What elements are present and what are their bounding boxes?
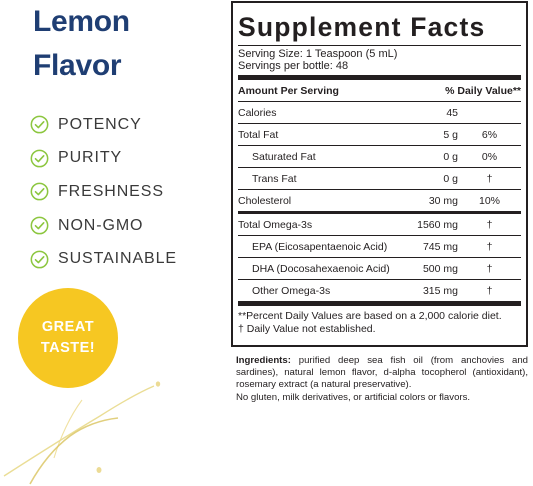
nutrient-daily-value: 10% — [478, 194, 500, 207]
check-circle-icon — [30, 250, 49, 269]
nutrient-amount: 315 mg — [422, 284, 458, 297]
badge-line2: TASTE! — [40, 340, 96, 356]
nutrient-amount: 30 mg — [428, 194, 458, 207]
nutrient-amount: 500 mg — [422, 262, 458, 275]
nutrient-row: EPA (Eicosapentaenoic Acid) 745 mg † — [238, 235, 521, 257]
feature-list: POTENCY PURITY FRESHNESS NON-GMO SUSTAIN… — [30, 108, 177, 276]
nutrient-amount: 1560 mg — [417, 218, 458, 231]
nutrient-daily-value: † — [486, 284, 493, 297]
nutrient-row: Other Omega-3s 315 mg † — [238, 279, 521, 301]
flavor-title: Lemon Flavor — [33, 0, 183, 88]
amount-per-serving-header: Amount Per Serving — [238, 84, 339, 97]
facts-footnotes: **Percent Daily Values are based on a 2,… — [238, 306, 521, 336]
divider — [238, 75, 521, 80]
allergen-statement: No gluten, milk derivatives, or artifici… — [236, 392, 471, 404]
ingredients-label: Ingredients: — [236, 355, 291, 366]
feature-label: POTENCY — [58, 115, 142, 133]
feature-label: SUSTAINABLE — [58, 250, 177, 268]
nutrient-row: Trans Fat 0 g † — [238, 167, 521, 189]
nutrient-daily-value: † — [486, 262, 493, 275]
check-circle-icon — [30, 149, 49, 168]
nutrient-name: Saturated Fat — [252, 150, 316, 163]
serving-info: Serving Size: 1 Teaspoon (5 mL) Servings… — [238, 46, 521, 75]
nutrient-name: DHA (Docosahexaenoic Acid) — [252, 262, 390, 275]
divider — [238, 45, 521, 46]
nutrient-row: Calories 45 — [238, 101, 521, 123]
facts-title: Supplement Facts — [238, 12, 486, 42]
nutrient-name: Total Omega-3s — [238, 218, 313, 231]
feature-item: POTENCY — [30, 108, 177, 142]
check-circle-icon — [30, 115, 49, 134]
feature-item: NON-GMO — [30, 209, 177, 243]
serving-size: Serving Size: 1 Teaspoon (5 mL) — [238, 48, 398, 60]
check-circle-icon — [30, 183, 49, 201]
badge-line1: GREAT — [41, 319, 95, 335]
nutrient-name: Trans Fat — [252, 172, 297, 185]
servings-per-container: Servings per bottle: 48 — [238, 59, 349, 72]
daily-value-header: % Daily Value** — [445, 84, 521, 97]
nutrient-name: Calories — [238, 106, 277, 119]
oil-splash-illustration — [3, 381, 161, 485]
nutrient-amount: 5 g — [443, 128, 458, 141]
nutrient-amount: 0 g — [443, 172, 458, 185]
ingredients-block: Ingredients: purified deep sea fish oil … — [236, 355, 528, 404]
nutrient-amount: 0 g — [443, 150, 458, 163]
nutrient-row: DHA (Docosahexaenoic Acid) 500 mg † — [238, 257, 521, 279]
nutrient-daily-value: † — [486, 172, 493, 185]
check-circle-icon — [30, 216, 49, 235]
divider — [238, 211, 521, 214]
daily-value-footnote: **Percent Daily Values are based on a 2,… — [238, 310, 502, 322]
nutrient-daily-value: † — [486, 218, 493, 231]
ingredients-list: purified deep sea fish oil (from anchovi… — [236, 355, 528, 390]
nutrient-row: Total Fat 5 g 6% — [238, 123, 521, 145]
feature-label: PURITY — [58, 149, 123, 167]
nutrient-name: Total Fat — [238, 128, 279, 141]
flavor-title-line2: Flavor — [33, 49, 122, 82]
feature-item: PURITY — [30, 142, 177, 176]
nutrient-name: EPA (Eicosapentaenoic Acid) — [252, 240, 388, 253]
feature-label: NON-GMO — [58, 216, 144, 234]
feature-item: FRESHNESS — [30, 175, 177, 209]
nutrient-row: Saturated Fat 0 g 0% — [238, 145, 521, 167]
nutrient-daily-value: † — [486, 240, 493, 253]
nutrient-daily-value: 0% — [481, 150, 498, 163]
nutrient-name: Cholesterol — [238, 194, 292, 207]
facts-header-row: Amount Per Serving % Daily Value** — [238, 80, 521, 101]
nutrient-row: Cholesterol 30 mg 10% — [238, 189, 521, 211]
divider — [238, 301, 521, 306]
nutrient-name: Other Omega-3s — [252, 284, 331, 297]
not-established-footnote: † Daily Value not established. — [238, 323, 376, 335]
supplement-facts-panel: Supplement Facts Serving Size: 1 Teaspoo… — [231, 1, 528, 347]
great-taste-badge: GREAT TASTE! — [18, 288, 118, 388]
nutrient-row: Total Omega-3s 1560 mg † — [238, 214, 521, 235]
feature-label: FRESHNESS — [58, 182, 164, 200]
flavor-title-line1: Lemon — [33, 5, 130, 38]
nutrient-amount: 45 — [446, 106, 458, 119]
nutrient-amount: 745 mg — [422, 240, 458, 253]
feature-item: SUSTAINABLE — [30, 242, 177, 276]
nutrient-daily-value: 6% — [481, 128, 498, 141]
ingredients-text: Ingredients: purified deep sea fish oil … — [236, 355, 528, 390]
